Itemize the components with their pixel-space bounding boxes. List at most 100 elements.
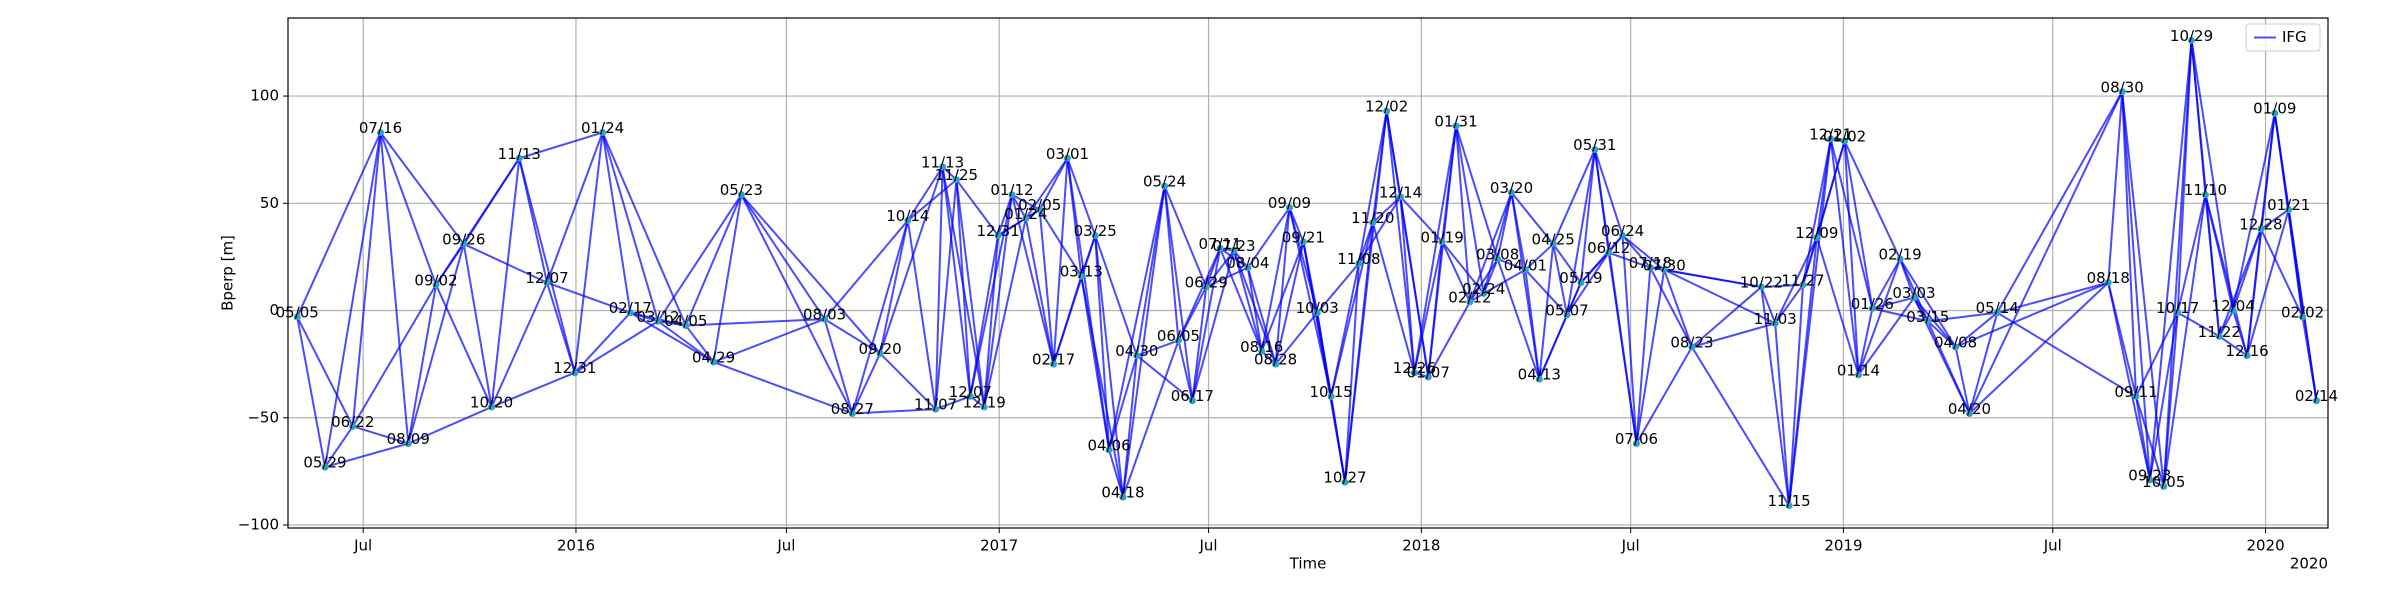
ifg-edge — [740, 194, 854, 414]
date-label: 08/23 — [1670, 333, 1713, 351]
ifg-edge — [2259, 113, 2276, 230]
ifg-edge — [1399, 196, 1416, 373]
date-label: 11/20 — [1351, 209, 1394, 227]
ifg-edge — [1163, 186, 1194, 401]
ifg-edge — [1496, 258, 1541, 380]
date-label: 12/02 — [1365, 98, 1408, 116]
ifg-edge — [657, 320, 715, 363]
acquisition-point — [377, 129, 385, 137]
date-label: 10/03 — [1296, 299, 1339, 317]
ifg-edge — [712, 194, 743, 363]
date-label: 01/07 — [1407, 364, 1450, 382]
ifg-edge — [2232, 228, 2262, 311]
date-label: 08/03 — [803, 306, 846, 324]
ifg-edge — [1926, 320, 1971, 414]
date-label: 12/28 — [2239, 216, 2282, 234]
ifg-edge — [1080, 276, 1124, 498]
acquisition-point — [293, 313, 301, 321]
acquisition-point — [1605, 249, 1613, 257]
ifg-edge — [1621, 234, 1652, 269]
ifg-edge — [997, 194, 1013, 236]
ifg-edge — [1233, 250, 1263, 352]
ifg-edge — [324, 132, 382, 468]
x-tick-label: 2020 — [2246, 537, 2284, 555]
ifg-edge — [1579, 149, 1596, 283]
ifg-edge — [1566, 282, 1582, 316]
ifg-edge — [851, 220, 909, 414]
ifg-edge — [351, 284, 437, 427]
date-label: 12/07 — [525, 269, 568, 287]
date-label: 08/28 — [1254, 351, 1297, 369]
date-label: 09/02 — [414, 271, 457, 289]
ifg-edge — [852, 408, 936, 415]
ifg-edge — [1927, 320, 1957, 348]
date-label: 04/06 — [1087, 436, 1130, 454]
ifg-edge — [1441, 241, 1471, 303]
ifg-edge — [1635, 346, 1693, 444]
date-label: 01/14 — [1837, 361, 1880, 379]
ifg-edge — [1871, 258, 1901, 309]
ifg-edge — [1038, 157, 1069, 211]
acquisition-point — [1494, 255, 1502, 263]
ifg-edge — [1996, 281, 2109, 314]
ifg-edge — [1691, 286, 1762, 348]
acquisition-point — [2201, 191, 2209, 199]
ifg-edge — [1455, 125, 1499, 260]
acquisition-point — [321, 463, 329, 471]
acquisition-point — [543, 279, 551, 287]
date-label: 10/05 — [2142, 473, 2185, 491]
ifg-edge — [2107, 91, 2124, 283]
date-label: 06/17 — [1171, 387, 1214, 405]
ifg-edge — [1108, 355, 1138, 451]
ifg-edge — [879, 166, 944, 354]
ifg-edge — [684, 194, 743, 326]
ifg-edge — [1205, 247, 1222, 288]
ifg-edge — [2204, 194, 2221, 337]
ifg-edge — [1316, 262, 1360, 314]
ifg-edge — [935, 395, 971, 411]
date-label: 02/24 — [1462, 280, 1505, 298]
acquisition-point — [1632, 440, 1640, 448]
ifg-edge — [2176, 194, 2207, 313]
acquisition-point — [1299, 238, 1307, 246]
date-label: 07/06 — [1615, 430, 1658, 448]
date-label: 02/19 — [1878, 246, 1921, 264]
date-label: 04/20 — [1948, 400, 1991, 418]
date-label: 01/24 — [1004, 205, 1047, 223]
ifg-edge — [1094, 235, 1138, 356]
acquisition-point — [1341, 478, 1349, 486]
ifg-edge — [955, 179, 986, 408]
ifg-edge — [1385, 110, 1416, 373]
y-tick-label: −100 — [238, 515, 279, 533]
date-label: 04/05 — [664, 312, 707, 330]
ifg-edge — [2204, 194, 2249, 356]
date-label: 01/12 — [990, 181, 1033, 199]
ifg-edge — [1121, 186, 1166, 498]
date-label: 09/09 — [1268, 194, 1311, 212]
date-label: 08/04 — [1226, 254, 1269, 272]
ifg-edge — [462, 157, 521, 245]
date-label: 04/18 — [1101, 484, 1144, 502]
ifg-edge — [1441, 125, 1458, 243]
date-label: 10/17 — [2156, 299, 2199, 317]
acquisition-point — [1369, 219, 1377, 227]
ifg-edge — [2148, 40, 2193, 481]
acquisition-point — [737, 191, 745, 199]
ifg-edge — [1038, 209, 1055, 365]
date-label: 11/10 — [2184, 181, 2227, 199]
ifg-edge — [1774, 284, 1804, 324]
x-tick-label: 2019 — [1824, 537, 1862, 555]
date-label: 03/01 — [1046, 145, 1089, 163]
date-label: 04/30 — [1115, 342, 1158, 360]
ifg-edge — [1080, 235, 1097, 277]
acquisition-point — [654, 317, 662, 325]
date-label: 11/08 — [1337, 250, 1380, 268]
acquisition-point — [1868, 304, 1876, 312]
acquisition-point — [1910, 294, 1918, 302]
ifg-edge — [2177, 311, 2220, 338]
acquisition-point — [1993, 309, 2001, 317]
x-offset-label: 2020 — [2290, 555, 2328, 573]
ifg-edge — [324, 425, 354, 468]
acquisition-point — [1161, 182, 1169, 190]
acquisition-point — [1688, 343, 1696, 351]
